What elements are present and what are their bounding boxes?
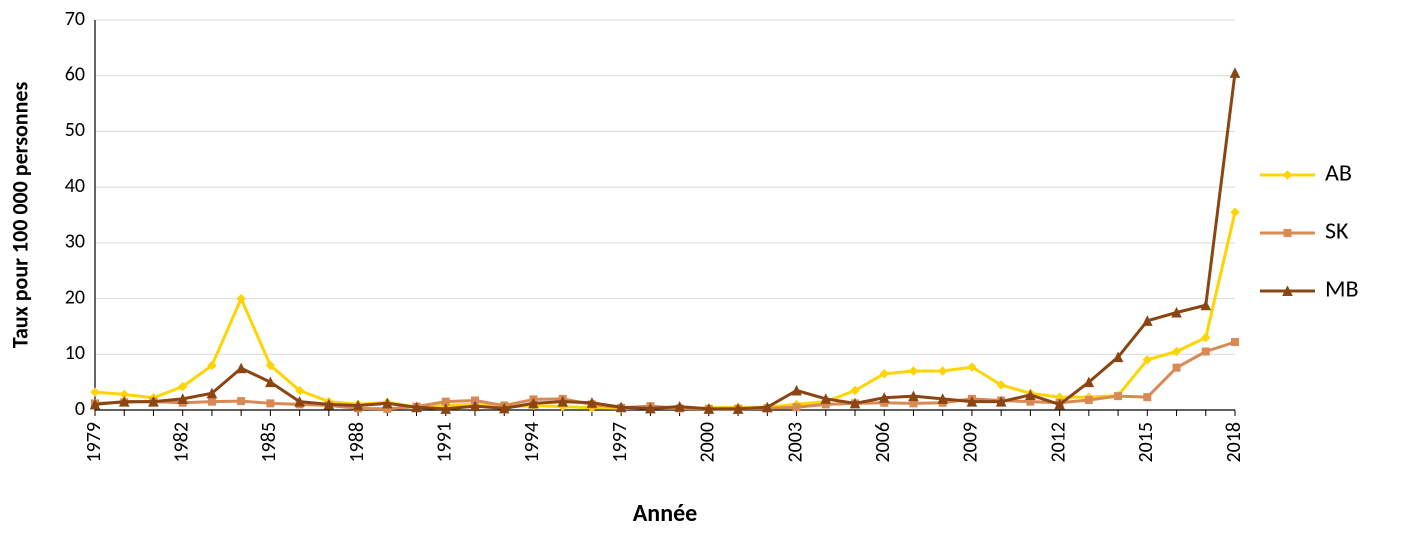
y-tick-label: 20 — [65, 285, 85, 309]
series-SK-marker — [1232, 339, 1239, 346]
x-tick-label: 1988 — [345, 422, 369, 463]
y-tick-label: 40 — [65, 174, 85, 198]
y-tick-label: 0 — [75, 397, 85, 421]
y-tick-label: 70 — [65, 7, 85, 31]
legend-label-SK: SK — [1325, 217, 1349, 246]
legend-label-AB: AB — [1325, 159, 1352, 188]
x-tick-label: 2000 — [696, 422, 720, 463]
x-tick-label: 1991 — [433, 422, 457, 463]
x-tick-label: 1982 — [169, 422, 193, 463]
x-tick-label: 2015 — [1134, 422, 1158, 463]
series-SK-marker — [1144, 394, 1151, 401]
x-tick-label: 2006 — [871, 422, 895, 463]
series-SK-marker — [267, 400, 274, 407]
x-tick-label: 2012 — [1046, 422, 1070, 463]
series-SK-marker — [238, 398, 245, 405]
x-tick-label: 1985 — [257, 422, 281, 463]
y-tick-label: 10 — [65, 341, 85, 365]
series-SK-marker — [1115, 393, 1122, 400]
chart-svg: 0 10 20 30 40 50 60 70 1979 1982 1985 1988 1991 1994 1… — [0, 0, 1409, 550]
series-SK-marker — [1085, 396, 1092, 403]
y-tick-label: 60 — [65, 62, 85, 86]
x-tick-label: 2009 — [959, 422, 983, 463]
line-chart: 0 10 20 30 40 50 60 70 1979 1982 1985 1988 1991 1994 1… — [0, 0, 1409, 550]
x-axis-title: Année — [633, 499, 697, 528]
x-tick-label: 1979 — [82, 422, 106, 463]
series-SK-marker — [1202, 348, 1209, 355]
series-SK-marker — [1173, 364, 1180, 371]
series-SK-marker — [793, 404, 800, 411]
y-tick-label: 30 — [65, 230, 85, 254]
x-tick-label: 2003 — [783, 422, 807, 463]
x-tick-label: 2018 — [1222, 422, 1246, 463]
x-tick-label: 1994 — [520, 422, 544, 463]
series-SK-marker — [208, 398, 215, 405]
legend-label-MB: MB — [1325, 275, 1359, 304]
legend-marker-SK — [1284, 230, 1291, 237]
y-tick-label: 50 — [65, 118, 85, 142]
x-tick-label: 1997 — [608, 422, 632, 463]
y-axis-title: Taux pour 100 000 personnes — [6, 82, 33, 349]
